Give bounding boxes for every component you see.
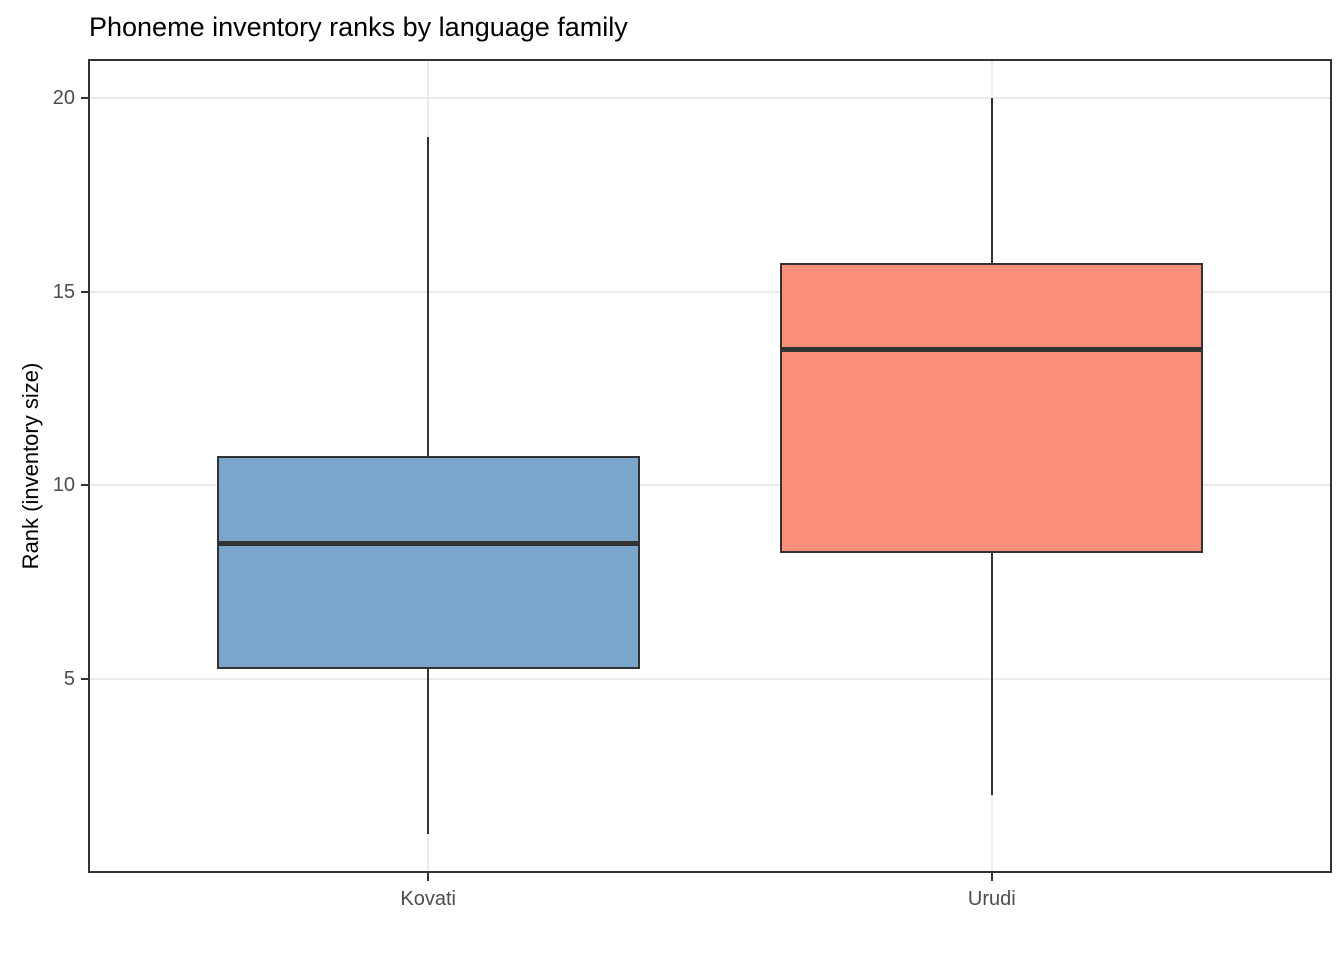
x-tick-label: Urudi [967,888,1016,910]
box-kovati [216,456,640,670]
plot-title: Phoneme inventory ranks by language fami… [89,12,628,42]
y-tick-label: 20 [52,86,75,109]
upper-whisker-kovati [426,136,430,457]
y-tick-label: 10 [52,474,75,497]
y-tick-mark [81,96,90,99]
box-urudi [780,262,1204,554]
y-axis-title: Rank (inventory size) [18,362,43,570]
median-line-kovati [216,541,640,546]
median-line-urudi [780,347,1204,353]
y-tick-mark [81,678,90,681]
x-tick-mark [427,873,430,881]
y-tick-label: 15 [52,280,75,303]
y-gridline [90,290,1330,293]
x-tick-mark [990,873,993,881]
upper-whisker-urudi [990,97,994,263]
lower-whisker-kovati [426,669,430,835]
y-gridline [90,484,1330,487]
y-gridline [90,96,1330,99]
y-tick-mark [81,290,90,293]
y-tick-label: 5 [63,668,75,691]
y-gridline [90,678,1330,681]
x-tick-label: Kovati [400,888,456,910]
y-tick-mark [81,484,90,487]
lower-whisker-urudi [990,553,994,796]
